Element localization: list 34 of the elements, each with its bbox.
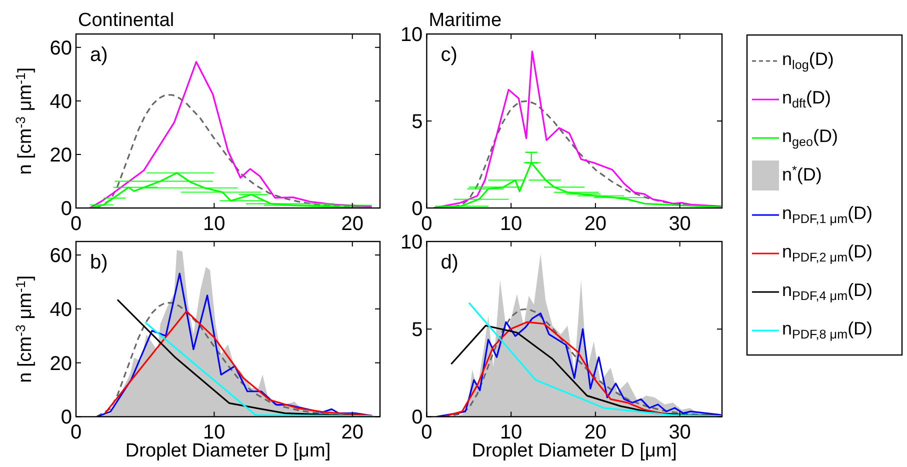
annotation: d) <box>440 252 458 274</box>
y-tick-label: 0 <box>412 406 423 429</box>
y-tick-label: 5 <box>412 111 423 133</box>
x-tick-label: 20 <box>341 213 364 235</box>
legend-label: n$^{*}$(D) <box>782 164 822 184</box>
x-tick-label: 10 <box>203 213 226 235</box>
y-tick-label: 5 <box>412 319 423 342</box>
legend-label: n$_{PDF,8 μm}$(D) <box>782 318 873 342</box>
chart-title: Continental <box>78 10 174 31</box>
legend-label: n$_{PDF,1 μm}$(D) <box>782 203 873 226</box>
y-tick-label: 10 <box>400 232 423 254</box>
y-tick-label: 60 <box>50 37 72 60</box>
y-tick-label: 0 <box>60 198 72 220</box>
x-tick-label: 30 <box>668 213 691 235</box>
y-tick-label: 0 <box>412 198 423 220</box>
y-tick-label: 20 <box>50 144 72 166</box>
x-tick-label: 20 <box>584 213 607 235</box>
y-tick-label: 10 <box>400 24 423 46</box>
legend-label: n$_{PDF,4 μm}$(D) <box>782 280 873 303</box>
legend-label: n$_{geo}$(D) <box>782 126 838 149</box>
y-tick-label: 40 <box>50 90 72 113</box>
annotation: b) <box>90 252 108 274</box>
y-tick-label: 20 <box>50 352 72 375</box>
y-tick-label: 40 <box>50 298 72 321</box>
y-tick-label: 60 <box>50 244 72 267</box>
x-tick-label: 10 <box>500 213 522 235</box>
legend-label: n$_{log}$(D) <box>782 49 834 72</box>
legend-label: n$_{dft}$(D) <box>782 88 832 110</box>
chart-title: Maritime <box>428 10 502 31</box>
y-tick-label: 0 <box>60 406 72 429</box>
legend-label: n$_{PDF,2 μm}$(D) <box>782 242 873 264</box>
annotation: a) <box>90 44 108 66</box>
annotation: c) <box>440 44 458 66</box>
x-tick-label: 20 <box>341 422 364 444</box>
